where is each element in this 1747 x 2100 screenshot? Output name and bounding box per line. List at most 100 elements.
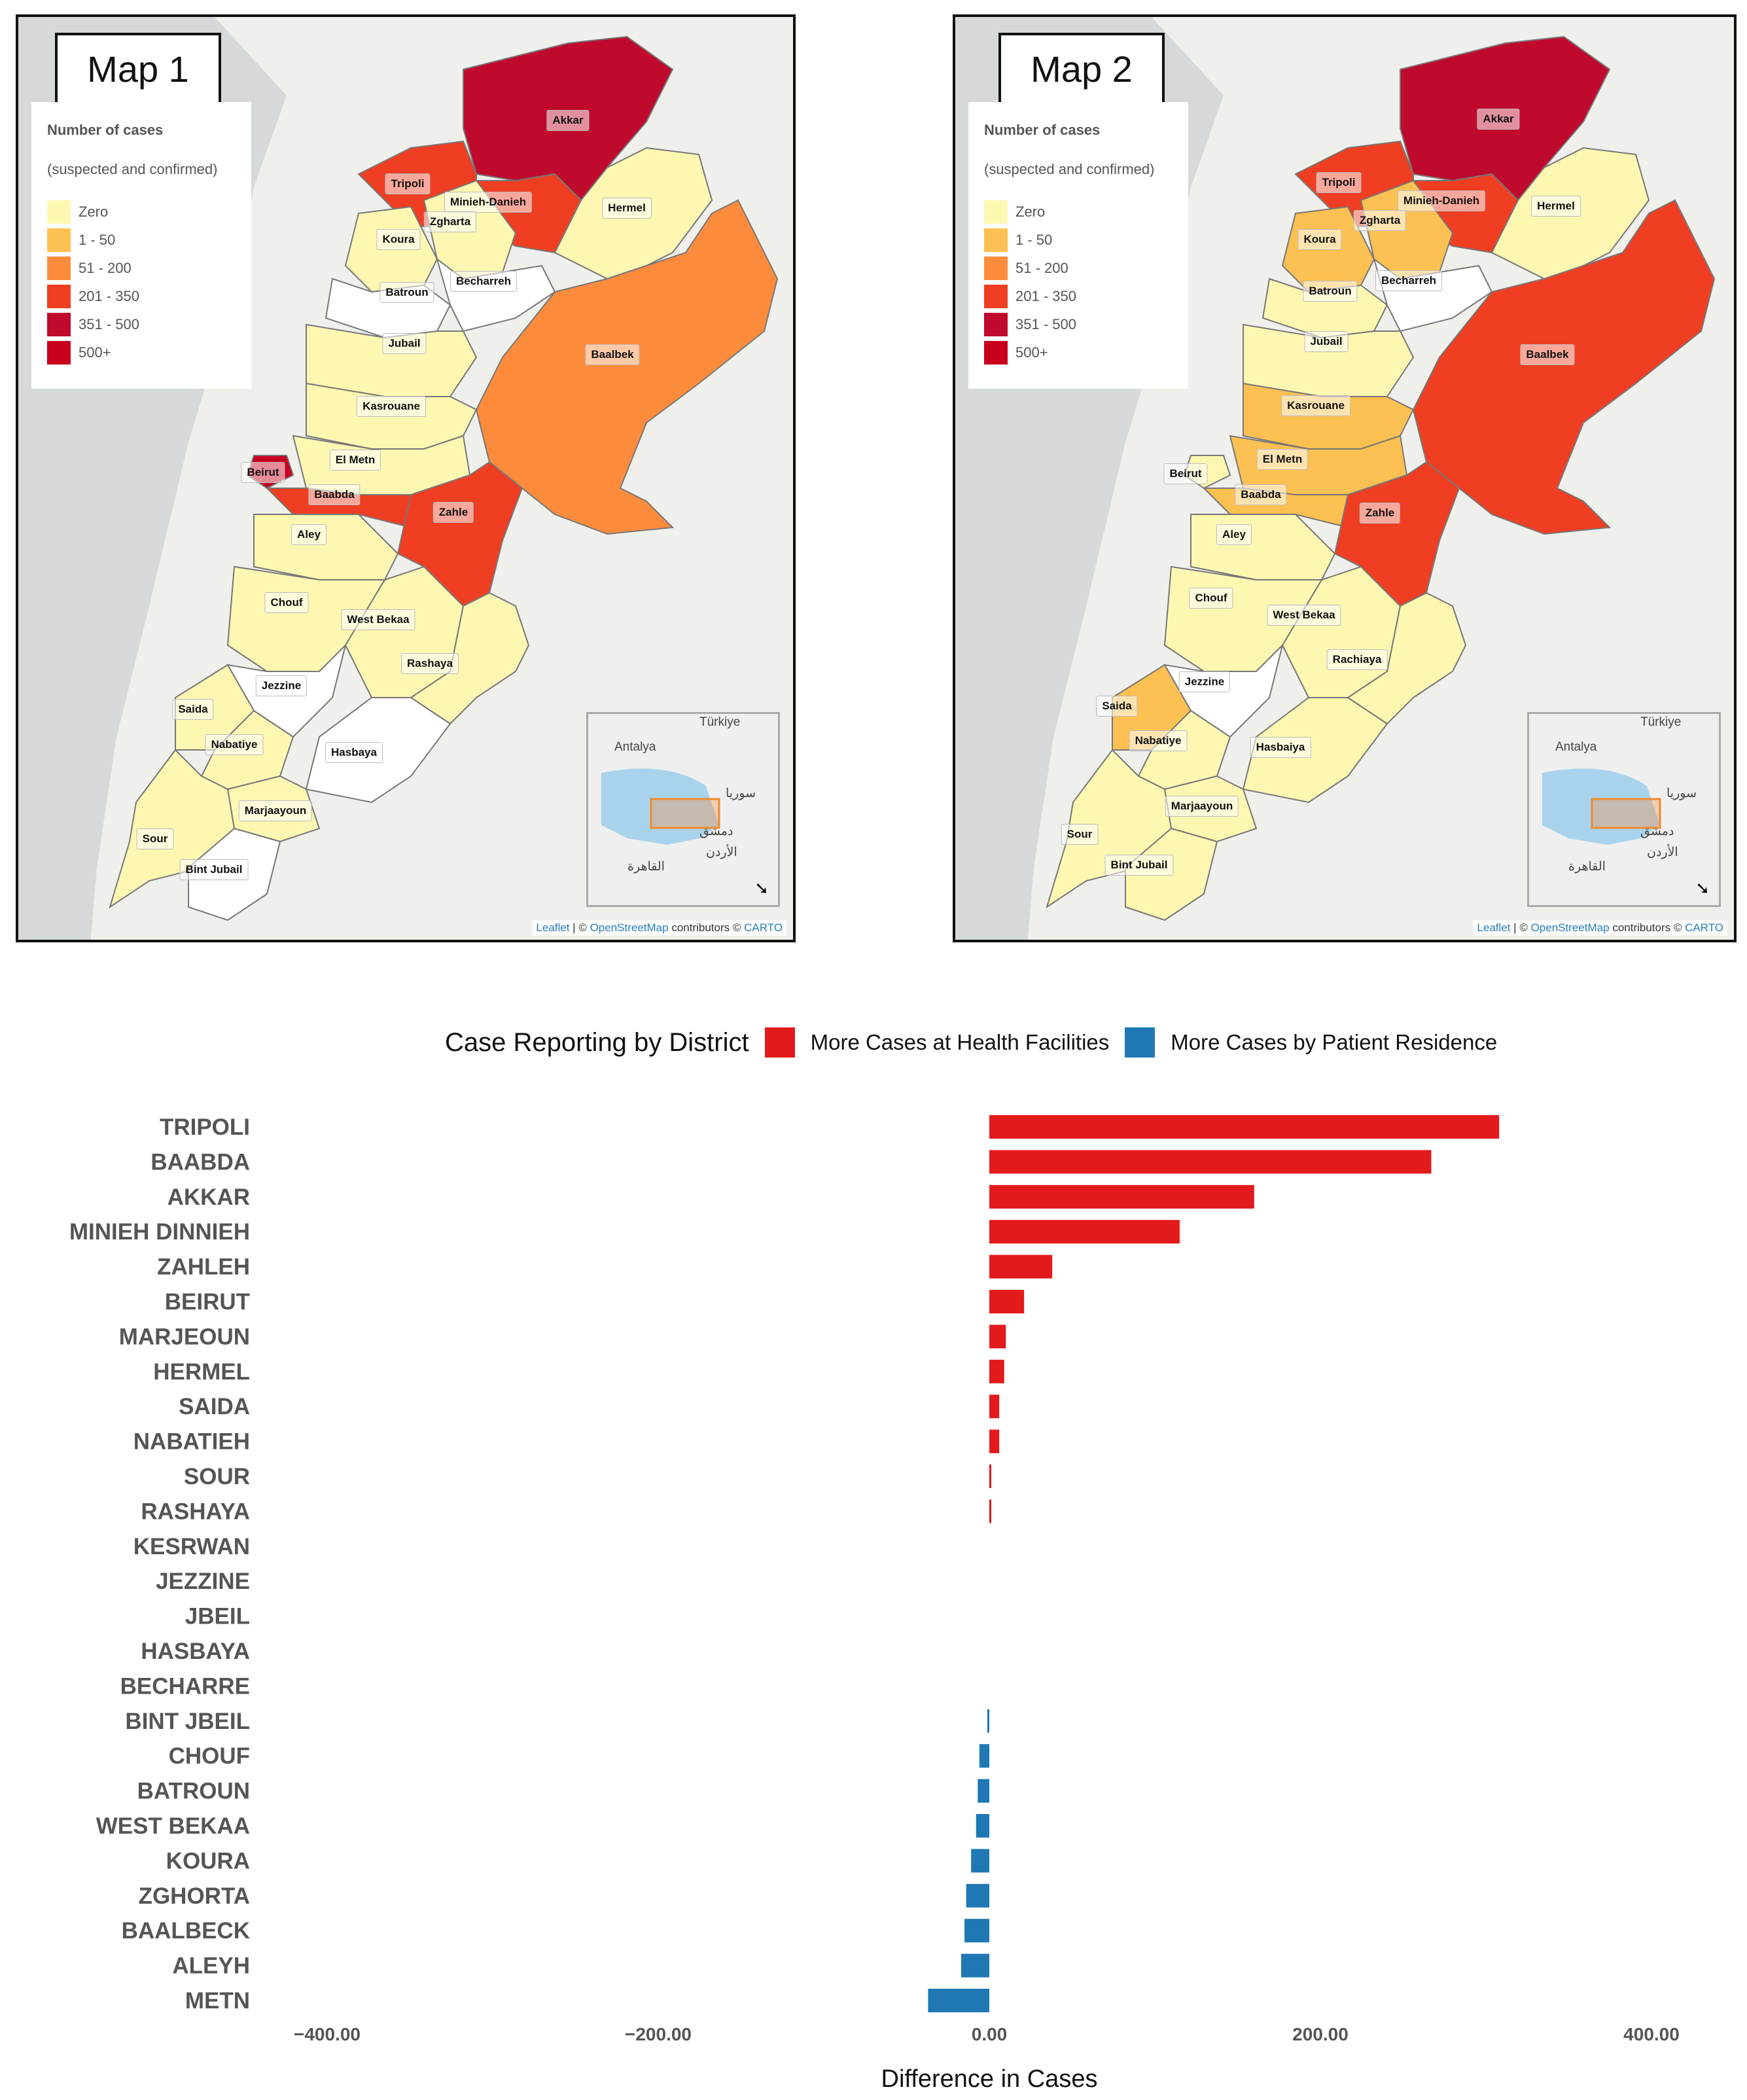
bar: [989, 1184, 1254, 1209]
legend-label: 51 - 200: [1015, 259, 1068, 276]
category-label: ZAHLEH: [157, 1255, 250, 1280]
bar: [978, 1779, 989, 1803]
osm-link[interactable]: OpenStreetMap: [1530, 921, 1610, 934]
label-bintjubail: Bint Jubail: [179, 859, 249, 880]
x-tick-label: 200.00: [1292, 2024, 1349, 2044]
label-saida: Saida: [172, 699, 214, 720]
legend-label: 1 - 50: [79, 231, 116, 248]
minimap-label: Antalya: [1555, 740, 1597, 754]
district-rashaya[interactable]: [1347, 592, 1467, 725]
minimap-canvas: [601, 768, 720, 845]
minimap[interactable]: Antalya Türkiye سوريا دمشق القاهرة الأرد…: [586, 712, 780, 907]
bars-group: [928, 1115, 1500, 2012]
y-axis-labels: TRIPOLI BAABDA AKKAR MINIEH DINNIEH ZAHLEH BE…: [69, 1114, 250, 2014]
category-label: ALEYH: [172, 1953, 250, 1979]
leaflet-link[interactable]: Leaflet: [1477, 921, 1511, 934]
carto-link[interactable]: CARTO: [1685, 921, 1723, 934]
legend-row: Zero: [984, 198, 1173, 226]
category-label: MINIEH DINNIEH: [69, 1219, 250, 1245]
minimap-label: الأردن: [706, 845, 737, 859]
label-aley: Aley: [1216, 524, 1252, 545]
osm-link[interactable]: OpenStreetMap: [590, 921, 669, 934]
label-sour: Sour: [1061, 824, 1099, 845]
label-baabda: Baabda: [308, 484, 361, 505]
district-zahle[interactable]: [1333, 461, 1460, 607]
map-attribution: Leaflet | © OpenStreetMap contributors ©…: [1473, 920, 1727, 936]
label-sour: Sour: [136, 828, 174, 849]
map-2-legend: Number of cases (suspected and confirmed…: [968, 102, 1188, 389]
minimap-toggle-icon[interactable]: ➘: [754, 878, 769, 898]
legend-swatch: [984, 340, 1008, 365]
x-tick-label: −200.00: [625, 2024, 692, 2044]
legend-label: 351 - 500: [79, 315, 139, 332]
legend-label: 201 - 350: [1015, 287, 1076, 304]
x-tick-label: −400.00: [294, 2024, 361, 2044]
label-westbekaa: West Bekaa: [341, 609, 415, 630]
x-tick-label: 400.00: [1623, 2024, 1680, 2044]
bar: [989, 1325, 1006, 1349]
label-nabatiye: Nabatiye: [1129, 730, 1188, 751]
label-hasbaya: Hasbaya: [325, 742, 383, 763]
x-axis-ticks: −400.00 −200.00 0.00 200.00 400.00: [294, 2024, 1680, 2044]
category-label: JBEIL: [185, 1604, 250, 1629]
label-rashaya: Rachiaya: [1326, 649, 1388, 670]
attribution-text: | ©: [569, 921, 590, 934]
label-batroun: Batroun: [1303, 281, 1358, 302]
label-saida: Saida: [1096, 696, 1138, 717]
attribution-text: contributors ©: [1609, 921, 1685, 934]
minimap-viewport[interactable]: [650, 798, 720, 829]
chart-legend: Case Reporting by District More Cases at…: [445, 1027, 1513, 1058]
legend-label: 201 - 350: [79, 287, 139, 304]
leaflet-link[interactable]: Leaflet: [536, 921, 570, 934]
minimap-label: القاهرة: [1568, 860, 1606, 874]
category-label: BECHARRE: [120, 1673, 250, 1699]
district-zahle[interactable]: [397, 461, 523, 607]
map-2-panel[interactable]: Akkar Tripoli Minieh-Danieh Hermel Zghar…: [953, 14, 1737, 942]
label-kasrouane: Kasrouane: [1281, 395, 1350, 416]
legend-swatch: [984, 200, 1008, 224]
bar: [989, 1290, 1025, 1313]
minimap[interactable]: Antalya Türkiye سوريا دمشق القاهرة الأرد…: [1527, 712, 1721, 907]
category-label: JEZZINE: [156, 1569, 250, 1594]
carto-link[interactable]: CARTO: [744, 921, 783, 934]
x-axis-label: Difference in Cases: [881, 2065, 1098, 2093]
map-1-canvas[interactable]: [18, 17, 796, 942]
district-rashaya[interactable]: [410, 592, 530, 725]
label-zgharta: Zgharta: [423, 211, 477, 232]
bar: [989, 1465, 991, 1488]
label-westbekaa: West Bekaa: [1267, 605, 1341, 626]
minimap-label: Antalya: [614, 740, 656, 754]
legend-subtitle: (suspected and confirmed): [47, 161, 218, 177]
minimap-label: سوريا: [726, 787, 756, 800]
legend-row: 201 - 350: [984, 282, 1173, 310]
legend-swatch: [984, 312, 1008, 336]
label-nabatiye: Nabatiye: [205, 734, 264, 755]
bar: [989, 1359, 1004, 1383]
category-label: MARJEOUN: [119, 1324, 250, 1349]
legend-row: 51 - 200: [984, 254, 1173, 282]
minimap-toggle-icon[interactable]: ➘: [1695, 878, 1710, 898]
label-marjaayoun: Marjaayoun: [238, 800, 313, 821]
bar: [966, 1883, 989, 1908]
legend-row: 351 - 500: [984, 310, 1173, 338]
label-beirut: Beirut: [1163, 463, 1208, 484]
bar: [964, 1919, 989, 1943]
legend-row: 500+: [47, 338, 236, 366]
x-tick-label: 0.00: [972, 2024, 1008, 2044]
bar: [989, 1220, 1180, 1244]
minimap-label: الأردن: [1647, 845, 1678, 859]
legend-label: 500+: [1015, 344, 1048, 361]
legend-subtitle: (suspected and confirmed): [984, 161, 1155, 177]
legend-row: 1 - 50: [984, 226, 1173, 254]
district-hasbaya[interactable]: [1242, 697, 1388, 804]
minimap-label: دمشق: [1640, 825, 1674, 838]
legend-swatch-negative: [1125, 1027, 1156, 1058]
minimap-canvas: [1542, 768, 1661, 845]
legend-swatch: [984, 256, 1008, 280]
category-label: BEIRUT: [165, 1289, 250, 1315]
district-aley[interactable]: [253, 514, 399, 580]
legend-label: Zero: [79, 203, 109, 220]
minimap-viewport[interactable]: [1591, 798, 1661, 829]
map-1-panel[interactable]: Akkar Tripoli Minieh-Danieh Hermel Zghar…: [16, 14, 796, 942]
label-hermel: Hermel: [1531, 196, 1581, 217]
